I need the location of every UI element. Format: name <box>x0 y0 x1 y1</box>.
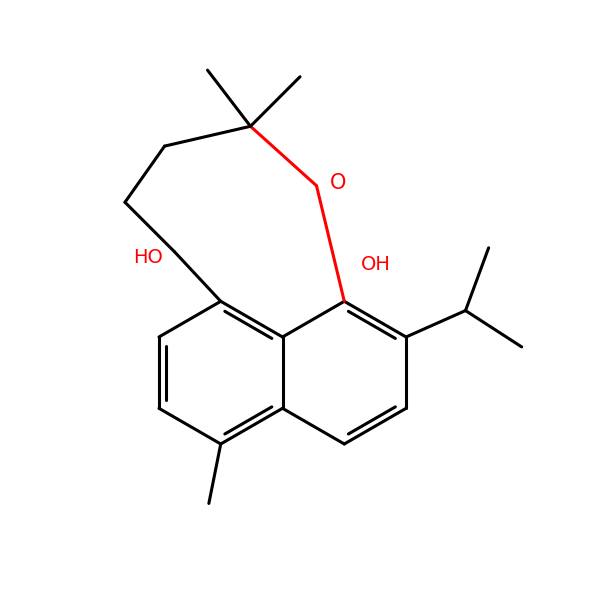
Text: O: O <box>330 173 346 193</box>
Text: OH: OH <box>361 256 391 274</box>
Text: HO: HO <box>133 248 163 266</box>
